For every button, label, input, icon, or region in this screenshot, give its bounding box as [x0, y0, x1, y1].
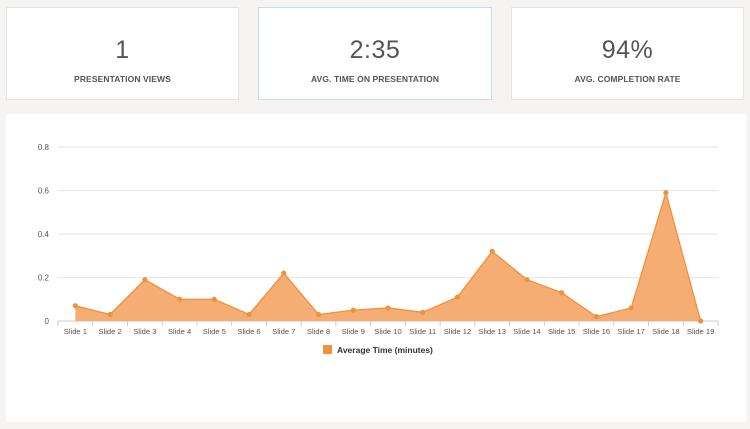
x-tick-label: Slide 3 [133, 327, 156, 336]
stat-card-avg-time: 2:35 AVG. TIME ON PRESENTATION [258, 7, 492, 100]
y-tick-label: 0.6 [38, 187, 50, 196]
data-point [524, 277, 530, 283]
average-time-chart: 0 0.2 0.4 0.6 0.8 Slide 1 Slide 2 Slide 3 Slide … [38, 143, 719, 355]
data-point [420, 309, 426, 315]
data-point [176, 296, 183, 302]
chart-panel: 0 0.2 0.4 0.6 0.8 Slide 1 Slide 2 Slide 3 Slide … [6, 114, 746, 422]
x-tick-label: Slide 1 [64, 327, 87, 336]
x-tick-label: Slide 4 [168, 327, 191, 336]
data-point [628, 305, 634, 311]
x-tick-label: Slide 14 [513, 327, 540, 336]
x-tick-label: Slide 18 [652, 327, 679, 336]
x-tick-label: Slide 13 [478, 327, 505, 336]
y-tick-label: 0.4 [38, 230, 50, 239]
stat-label: AVG. TIME ON PRESENTATION [310, 74, 440, 84]
x-tick-label: Slide 16 [583, 327, 610, 336]
x-tick-label: Slide 5 [203, 327, 226, 336]
x-tick-label: Slide 17 [617, 327, 644, 336]
data-point [142, 277, 148, 283]
data-point [72, 303, 78, 309]
data-point [698, 318, 704, 324]
x-tick-label: Slide 9 [342, 327, 365, 336]
stat-value: 94% [601, 36, 654, 64]
x-tick-label: Slide 6 [237, 327, 260, 336]
x-tick-label: Slide 15 [548, 327, 575, 336]
x-tick-label: Slide 7 [272, 327, 295, 336]
y-tick-label: 0.8 [38, 143, 50, 152]
series-area [75, 192, 701, 321]
stat-label: AVG. COMPLETION RATE [574, 74, 681, 84]
y-tick-label: 0 [45, 317, 50, 326]
data-point [315, 311, 322, 318]
data-point [454, 294, 461, 300]
legend-label: Average Time (minutes) [337, 345, 433, 355]
x-tick-label: Slide 19 [687, 327, 714, 336]
stat-card-completion: 94% AVG. COMPLETION RATE [511, 7, 744, 100]
stat-value: 2:35 [349, 36, 401, 64]
x-tick-label: Slide 12 [444, 327, 471, 336]
data-point [489, 248, 495, 254]
legend-swatch [323, 345, 332, 354]
data-point [281, 270, 287, 276]
data-point [559, 290, 565, 296]
data-point [211, 296, 217, 302]
x-tick-label: Slide 2 [98, 327, 121, 336]
data-point [246, 311, 252, 318]
x-tick-label: Slide 11 [409, 327, 436, 336]
x-tick-label: Slide 8 [307, 327, 330, 336]
data-point [107, 311, 113, 318]
y-tick-label: 0.2 [38, 274, 50, 283]
data-point [663, 190, 669, 196]
data-point [350, 307, 356, 313]
stat-label: PRESENTATION VIEWS [74, 74, 171, 84]
data-point [593, 314, 600, 320]
stat-value: 1 [115, 36, 130, 64]
data-point [385, 305, 391, 311]
stat-card-views: 1 PRESENTATION VIEWS [6, 7, 239, 100]
x-tick-label: Slide 10 [374, 327, 401, 336]
